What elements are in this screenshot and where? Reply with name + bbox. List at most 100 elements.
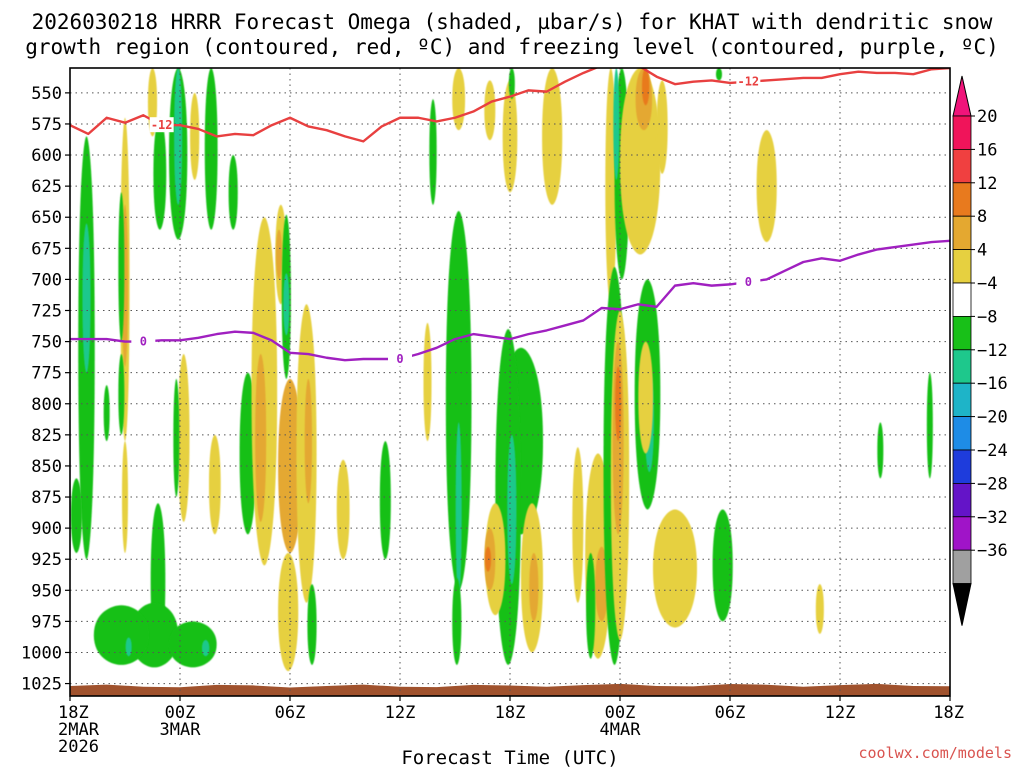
omega-region-44 [452,68,466,131]
colorbar-label-0: 20 [977,107,997,127]
colorbar-label-13: −36 [977,541,1008,561]
y-tick-label-650: 650 [31,208,62,228]
omega-region-7 [118,354,125,435]
freezing-level-contour-label-0: 0 [140,335,147,349]
omega-region-73 [638,341,653,454]
omega-region-34 [304,378,312,504]
y-tick-label-775: 775 [31,364,62,384]
colorbar-label-10: −24 [977,441,1008,461]
omega-region-27 [255,354,267,522]
credit-text: coolwx.com/models [858,744,1012,762]
x-tick-label-12-0: 06Z [275,703,306,723]
y-tick-label-850: 850 [31,457,62,477]
x-tick-label-6-0: 00Z [165,703,196,723]
colorbar-segment-4 [952,249,972,284]
colorbar-segment-7 [952,349,972,384]
y-tick-label-750: 750 [31,333,62,353]
x-tick-label-42-0: 12Z [825,703,856,723]
x-tick-label-36-0: 06Z [715,703,746,723]
colorbar-segment-6 [952,315,972,351]
omega-region-40 [429,99,437,205]
chart-title-line2: growth region (contoured, red, ºC) and f… [25,35,999,59]
omega-region-81 [926,372,933,479]
colorbar-label-12: −32 [977,508,1008,528]
colorbar-label-11: −28 [977,474,1008,494]
snow-growth-contour-label-bg [736,73,761,89]
colorbar-segment-2 [952,182,972,217]
y-tick-label-575: 575 [31,115,62,135]
omega-region-79 [815,584,824,634]
omega-region-46 [502,80,518,193]
freezing-level-contour-label-bg [388,350,412,366]
y-tick-label-825: 825 [31,426,62,446]
colorbar-segment-3 [952,215,972,250]
x-tick-label-30-1: 4MAR [600,720,642,740]
colorbar-segment-13 [952,549,972,585]
y-axis-ticks: 550 575 600 625 650 675 700 725 750 775 800 825 850 8… [21,84,70,695]
freezing-level-contour-line [70,239,950,362]
y-tick-label-875: 875 [31,488,62,508]
omega-region-63 [613,68,620,180]
omega-region-39 [423,322,432,442]
omega-region-76 [712,509,733,622]
omega-region-75 [653,509,697,628]
omega-region-35 [278,552,299,672]
y-tick-label-675: 675 [31,239,62,259]
chart-title-line1: 2026030218 HRRR Forecast Omega (shaded, … [32,10,993,34]
y-tick-label-700: 700 [31,270,62,290]
omega-region-24 [169,621,217,668]
colorbar-segment-11 [952,482,972,518]
colorbar-segment-9 [952,416,972,451]
freezing-level-contour-label-1: 0 [396,352,403,366]
omega-region-5 [118,192,125,342]
omega-region-23 [125,637,132,657]
omega-region-32 [283,273,290,336]
colorbar-label-2: 12 [977,174,997,194]
snow-growth-contour-label-0: -12 [151,118,173,132]
y-tick-label-900: 900 [31,519,62,539]
omega-region-13 [204,68,218,230]
omega-region-67 [615,366,622,442]
contours: -12 -12 0 0 0 [70,68,950,366]
colorbar-label-8: −16 [977,374,1008,394]
omega-region-70 [642,68,650,106]
colorbar-bottom-arrow [952,583,972,626]
omega-region-18 [173,378,180,498]
x-axis-label: Forecast Time (UTC) [401,747,618,768]
omega-region-12 [174,68,183,205]
omega-region-15 [190,92,200,180]
omega-region-17 [208,434,221,535]
omega-region-50 [507,434,517,585]
omega-region-16 [177,354,190,522]
omega-region-29 [276,229,282,280]
omega-region-74 [656,80,668,174]
y-tick-label-625: 625 [31,177,62,197]
omega-region-38 [379,441,391,560]
y-tick-label-550: 550 [31,84,62,104]
omega-region-37 [336,459,350,560]
y-tick-label-725: 725 [31,301,62,321]
omega-shading [70,68,933,672]
omega-region-60 [586,552,596,659]
omega-region-41 [445,211,472,591]
x-tick-label-30-0: 00Z [605,703,636,723]
colorbar-label-1: 16 [977,140,997,160]
omega-region-43 [452,577,462,665]
omega-region-1 [82,223,91,373]
x-tick-label-24-0: 18Z [495,703,526,723]
omega-region-2 [70,478,82,553]
x-tick-label-48-0: 18Z [933,703,964,723]
colorbar-label-5: −4 [977,274,997,294]
snow-growth-contour-label-bg [149,117,174,133]
colorbar-label-3: 8 [977,207,987,227]
omega-region-14 [228,155,238,230]
x-tick-label-18-0: 12Z [385,703,416,723]
omega-region-22 [93,605,149,665]
y-tick-label-800: 800 [31,395,62,415]
colorbar: 20 16 12 8 4 −4 −8 −12 −16 −20 −24 −28 −32 −36 [952,75,1008,626]
omega-region-56 [542,68,563,205]
x-tick-label-0-2: 2026 [58,737,99,757]
omega-region-45 [484,80,496,141]
